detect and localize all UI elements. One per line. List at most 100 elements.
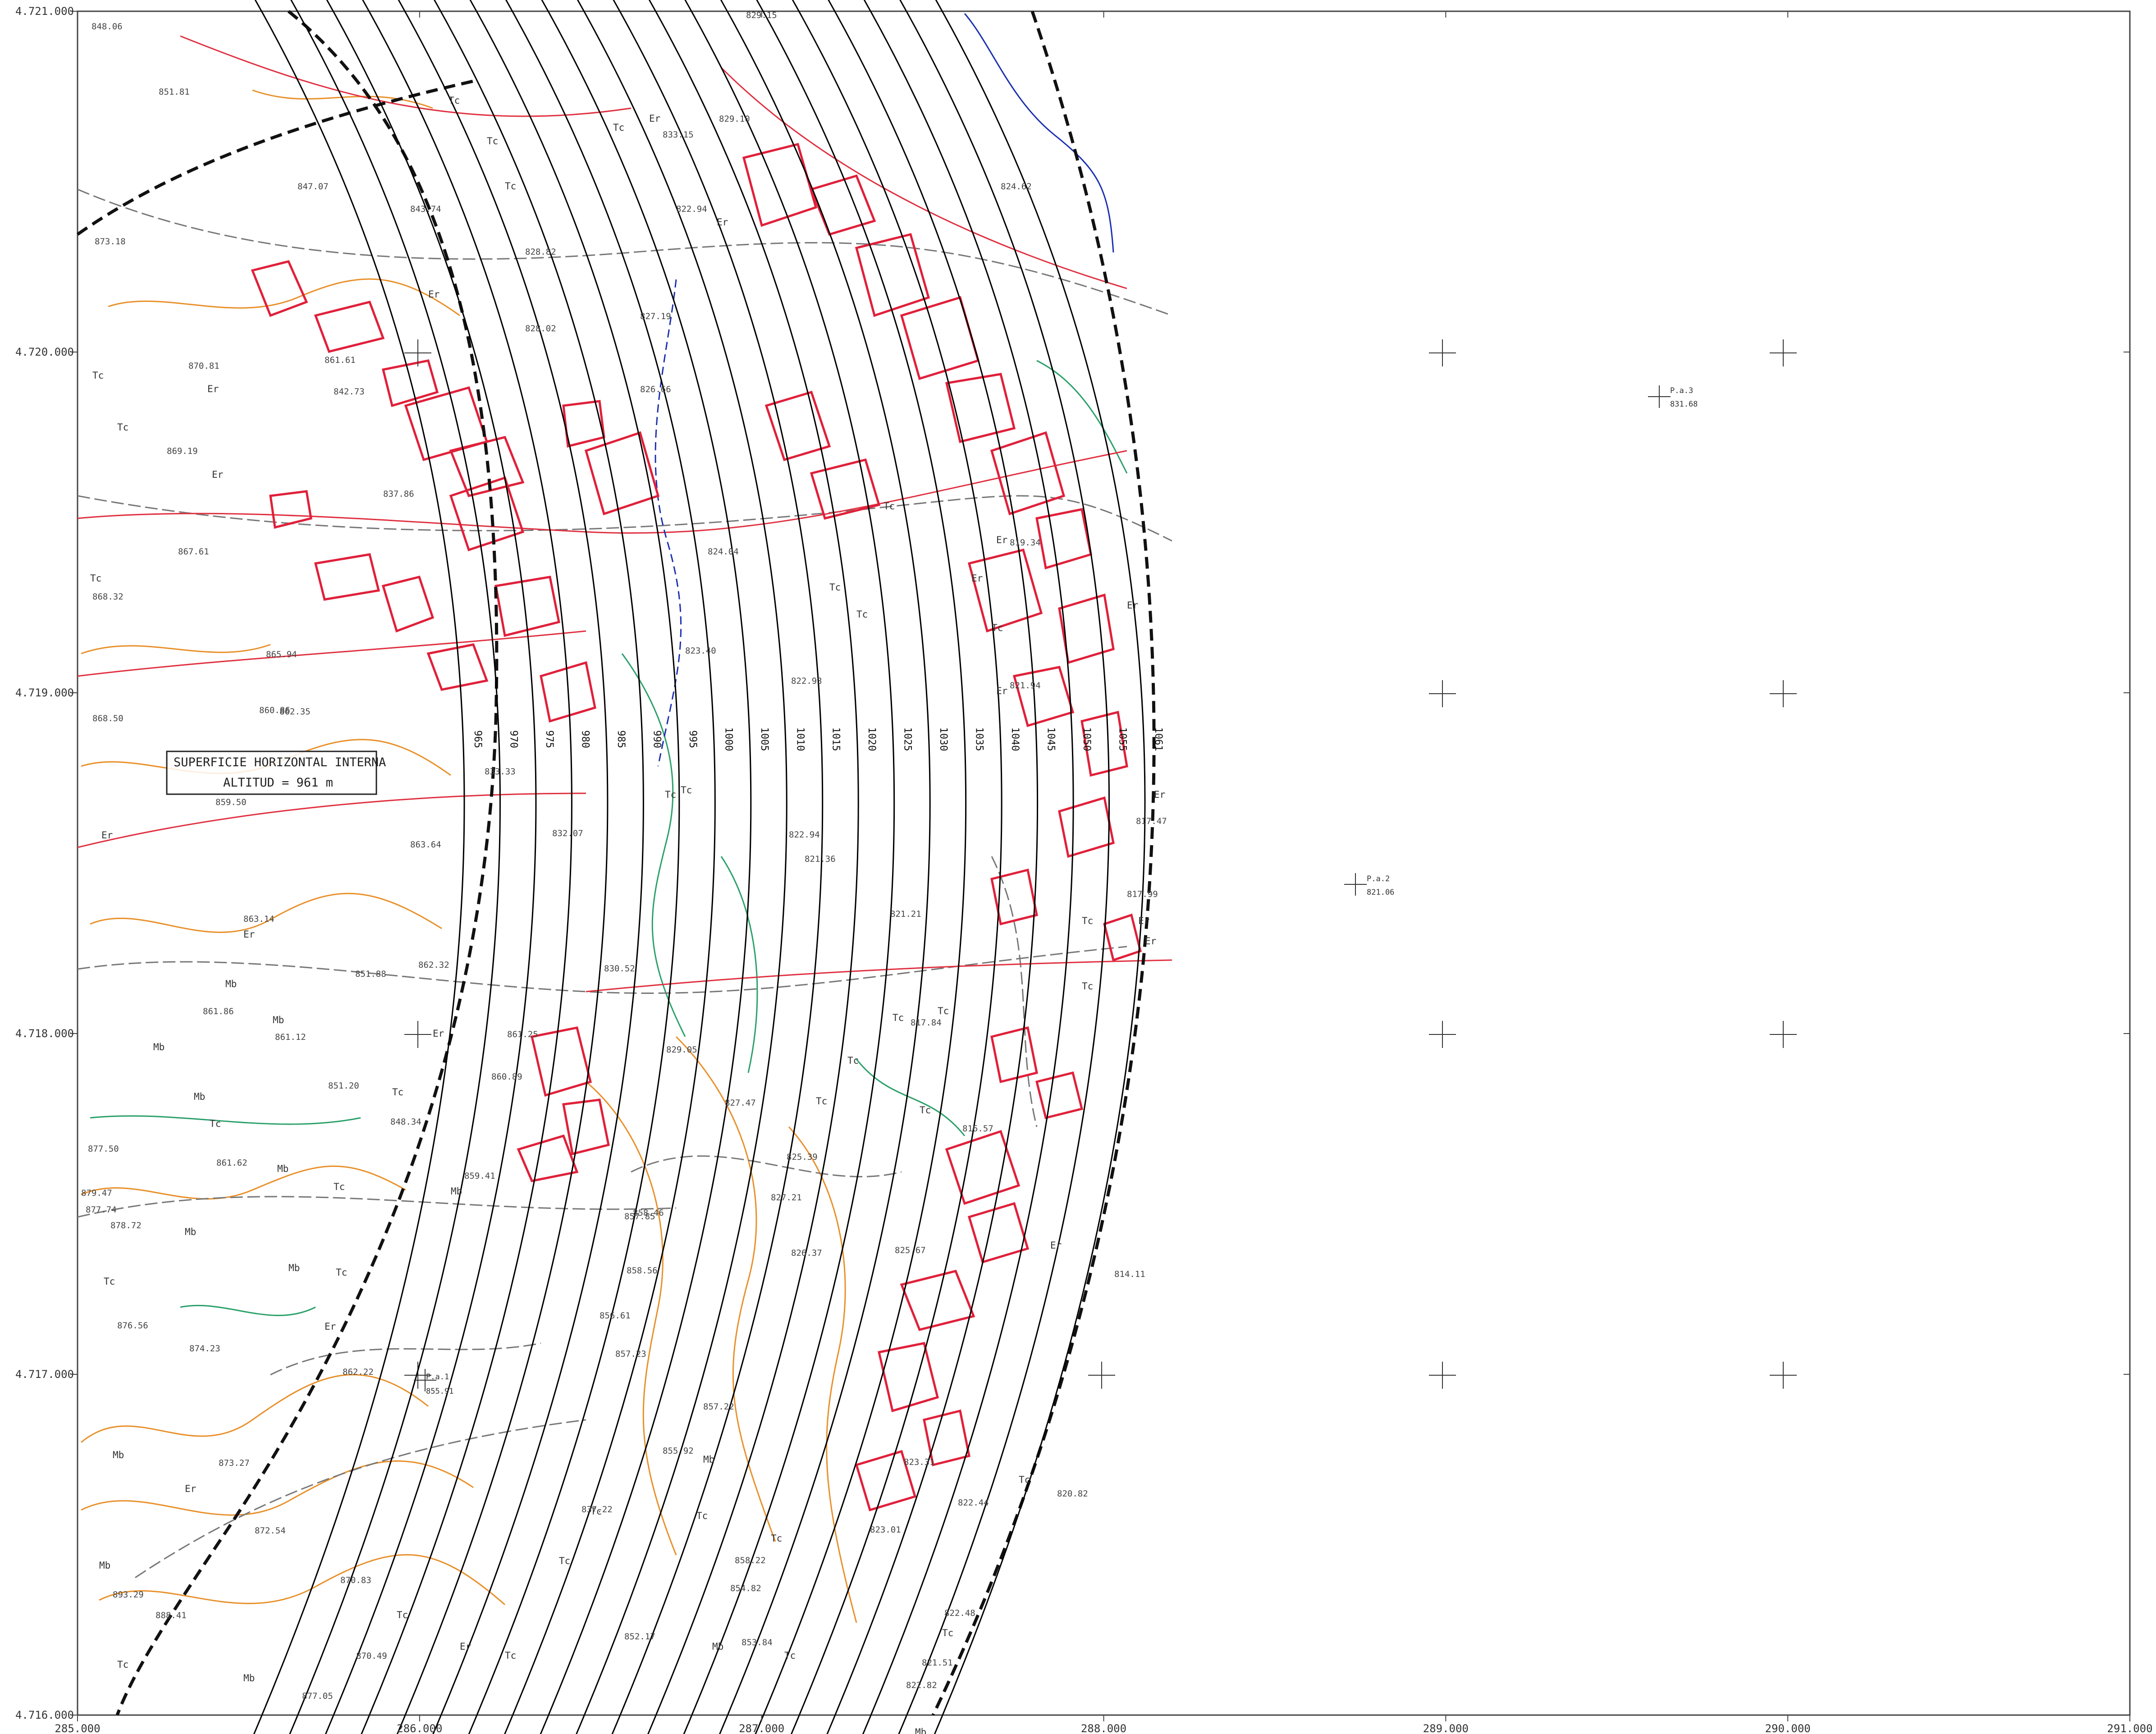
surface-boundaries bbox=[76, 10, 1156, 1716]
reference-point-pa3: P.a.3 831.68 bbox=[1648, 385, 1698, 409]
landuse-label: Tc bbox=[771, 1533, 782, 1544]
landuse-label: Tc bbox=[696, 1510, 708, 1521]
elevation-label: 863.64 bbox=[410, 840, 441, 850]
landuse-label: Er bbox=[1154, 789, 1165, 800]
elevation-label: 833.33 bbox=[485, 767, 516, 777]
elevation-label: 857.23 bbox=[615, 1349, 646, 1359]
elevation-label: 876.56 bbox=[117, 1321, 148, 1331]
elevation-label: 819.34 bbox=[1010, 538, 1041, 548]
axis-ticks bbox=[71, 11, 2130, 1721]
contour-label: 1025 bbox=[902, 727, 913, 751]
landuse-label: Er bbox=[1145, 936, 1156, 947]
elevation-labels: 848.06 851.81 847.07 873.18 843.74 870.81 869.… bbox=[81, 10, 1167, 1701]
landuse-label: Er bbox=[1127, 600, 1138, 611]
landuse-label: Er bbox=[212, 469, 223, 480]
y-tick-label: 4.718.000 bbox=[15, 1027, 74, 1040]
landuse-label: Er bbox=[243, 929, 255, 940]
contour-label: 990 bbox=[651, 730, 662, 748]
landuse-label: Tc bbox=[90, 573, 101, 584]
pa1-elev: 855.91 bbox=[426, 1387, 453, 1396]
landuse-label: Er bbox=[428, 289, 439, 300]
contour-arc bbox=[396, 0, 609, 1734]
contour-arc bbox=[289, 0, 501, 1734]
contour-labels: 965 970 975 980 985 990 995 1000 1005 1010 1015 102… bbox=[472, 727, 1164, 751]
elevation-label: 837.86 bbox=[383, 489, 414, 499]
elevation-label: 814.11 bbox=[1114, 1269, 1145, 1279]
contour-arc bbox=[898, 0, 1110, 1734]
elevation-label: 822.82 bbox=[906, 1680, 937, 1690]
landuse-label: Tc bbox=[117, 1659, 128, 1670]
x-tick-label: 290.000 bbox=[1765, 1722, 1811, 1734]
contour-label: 985 bbox=[615, 730, 627, 748]
landuse-label: Tc bbox=[942, 1628, 953, 1638]
elevation-label: 873.27 bbox=[219, 1458, 250, 1468]
landuse-label: Tc bbox=[856, 609, 868, 620]
elevation-label: 857.85 bbox=[624, 1212, 655, 1222]
landuse-label: Tc bbox=[117, 422, 128, 433]
elevation-label: 851.81 bbox=[159, 87, 190, 97]
elevation-label: 851.88 bbox=[355, 969, 386, 979]
elevation-label: 860.86 bbox=[259, 705, 290, 715]
y-tick-label: 4.716.000 bbox=[15, 1709, 74, 1721]
elevation-label: 822.94 bbox=[789, 830, 820, 840]
elevation-label: 821.36 bbox=[805, 854, 836, 864]
landuse-label: Tc bbox=[487, 136, 498, 146]
landuse-label: Mb bbox=[113, 1450, 124, 1460]
elevation-label: 851.20 bbox=[328, 1081, 359, 1091]
elevation-label: 873.18 bbox=[95, 237, 126, 247]
landuse-label: Mb bbox=[703, 1454, 714, 1465]
landuse-label: Er bbox=[433, 1028, 444, 1039]
elevation-label: 872.54 bbox=[255, 1526, 286, 1536]
elevation-label: 826.66 bbox=[640, 384, 671, 394]
elevation-label: 870.83 bbox=[340, 1575, 371, 1585]
contour-label: 975 bbox=[544, 730, 555, 748]
contour-arc bbox=[647, 0, 859, 1734]
elevation-label: 861.61 bbox=[325, 355, 356, 365]
landuse-label: Tc bbox=[1019, 1474, 1030, 1485]
callout-altitude: ALTITUD = 961 m bbox=[223, 776, 333, 790]
contour-label: 970 bbox=[508, 730, 519, 748]
landuse-label: Tc bbox=[784, 1650, 796, 1661]
elevation-label: 843.74 bbox=[410, 204, 441, 214]
grid-crosses bbox=[404, 339, 1797, 1389]
contour-arc bbox=[862, 0, 1074, 1734]
x-tick-label: 289.000 bbox=[1423, 1722, 1469, 1734]
elevation-label: 877.50 bbox=[88, 1144, 119, 1154]
elevation-label: 877.74 bbox=[86, 1205, 117, 1215]
elevation-label: 826.37 bbox=[791, 1248, 822, 1258]
y-tick-label: 4.721.000 bbox=[15, 5, 74, 18]
x-tick-label: 291.000 bbox=[2107, 1722, 2152, 1734]
landuse-label: Mb bbox=[99, 1560, 110, 1571]
elevation-label: 878.72 bbox=[110, 1221, 142, 1231]
landuse-labels: Tc Er Tc Er Tc Tc Tc Tc Er Tc Tc Tc Tc Tc Tc Er Er Er Mb Mb… bbox=[90, 95, 1165, 1734]
elevation-label: 848.06 bbox=[92, 22, 123, 32]
landuse-label: Tc bbox=[847, 1055, 859, 1066]
contour-arc bbox=[719, 0, 931, 1734]
landuse-label: Mb bbox=[288, 1263, 300, 1273]
elevation-label: 822.44 bbox=[958, 1498, 989, 1508]
elevation-label: 825.67 bbox=[895, 1245, 926, 1255]
elevation-label: 829.10 bbox=[719, 114, 750, 124]
contour-arc bbox=[934, 0, 1146, 1734]
elevation-label: 842.73 bbox=[334, 387, 365, 397]
elevation-label: 828.82 bbox=[525, 247, 556, 257]
landuse-label: Tc bbox=[449, 95, 460, 106]
x-tick-label: 287.000 bbox=[739, 1722, 784, 1734]
landuse-label: Mb bbox=[273, 1015, 284, 1025]
landuse-label: Tc bbox=[590, 1506, 602, 1517]
contour-label: 965 bbox=[472, 730, 483, 748]
contour-arc bbox=[790, 0, 1002, 1734]
contour-label: 980 bbox=[579, 730, 590, 748]
landuse-label: Tc bbox=[104, 1276, 115, 1287]
callout-box bbox=[166, 750, 377, 795]
contour-arc bbox=[576, 0, 787, 1734]
elevation-label: 860.89 bbox=[491, 1072, 522, 1082]
landuse-label: Er bbox=[971, 573, 983, 584]
elevation-label: 817.84 bbox=[911, 1018, 942, 1028]
elevation-label: 824.62 bbox=[1001, 182, 1032, 192]
elevation-label: 832.07 bbox=[552, 828, 583, 838]
landuse-label: Er bbox=[649, 113, 660, 124]
landuse-label: Tc bbox=[397, 1610, 408, 1620]
elevation-label: 874.23 bbox=[189, 1344, 220, 1354]
